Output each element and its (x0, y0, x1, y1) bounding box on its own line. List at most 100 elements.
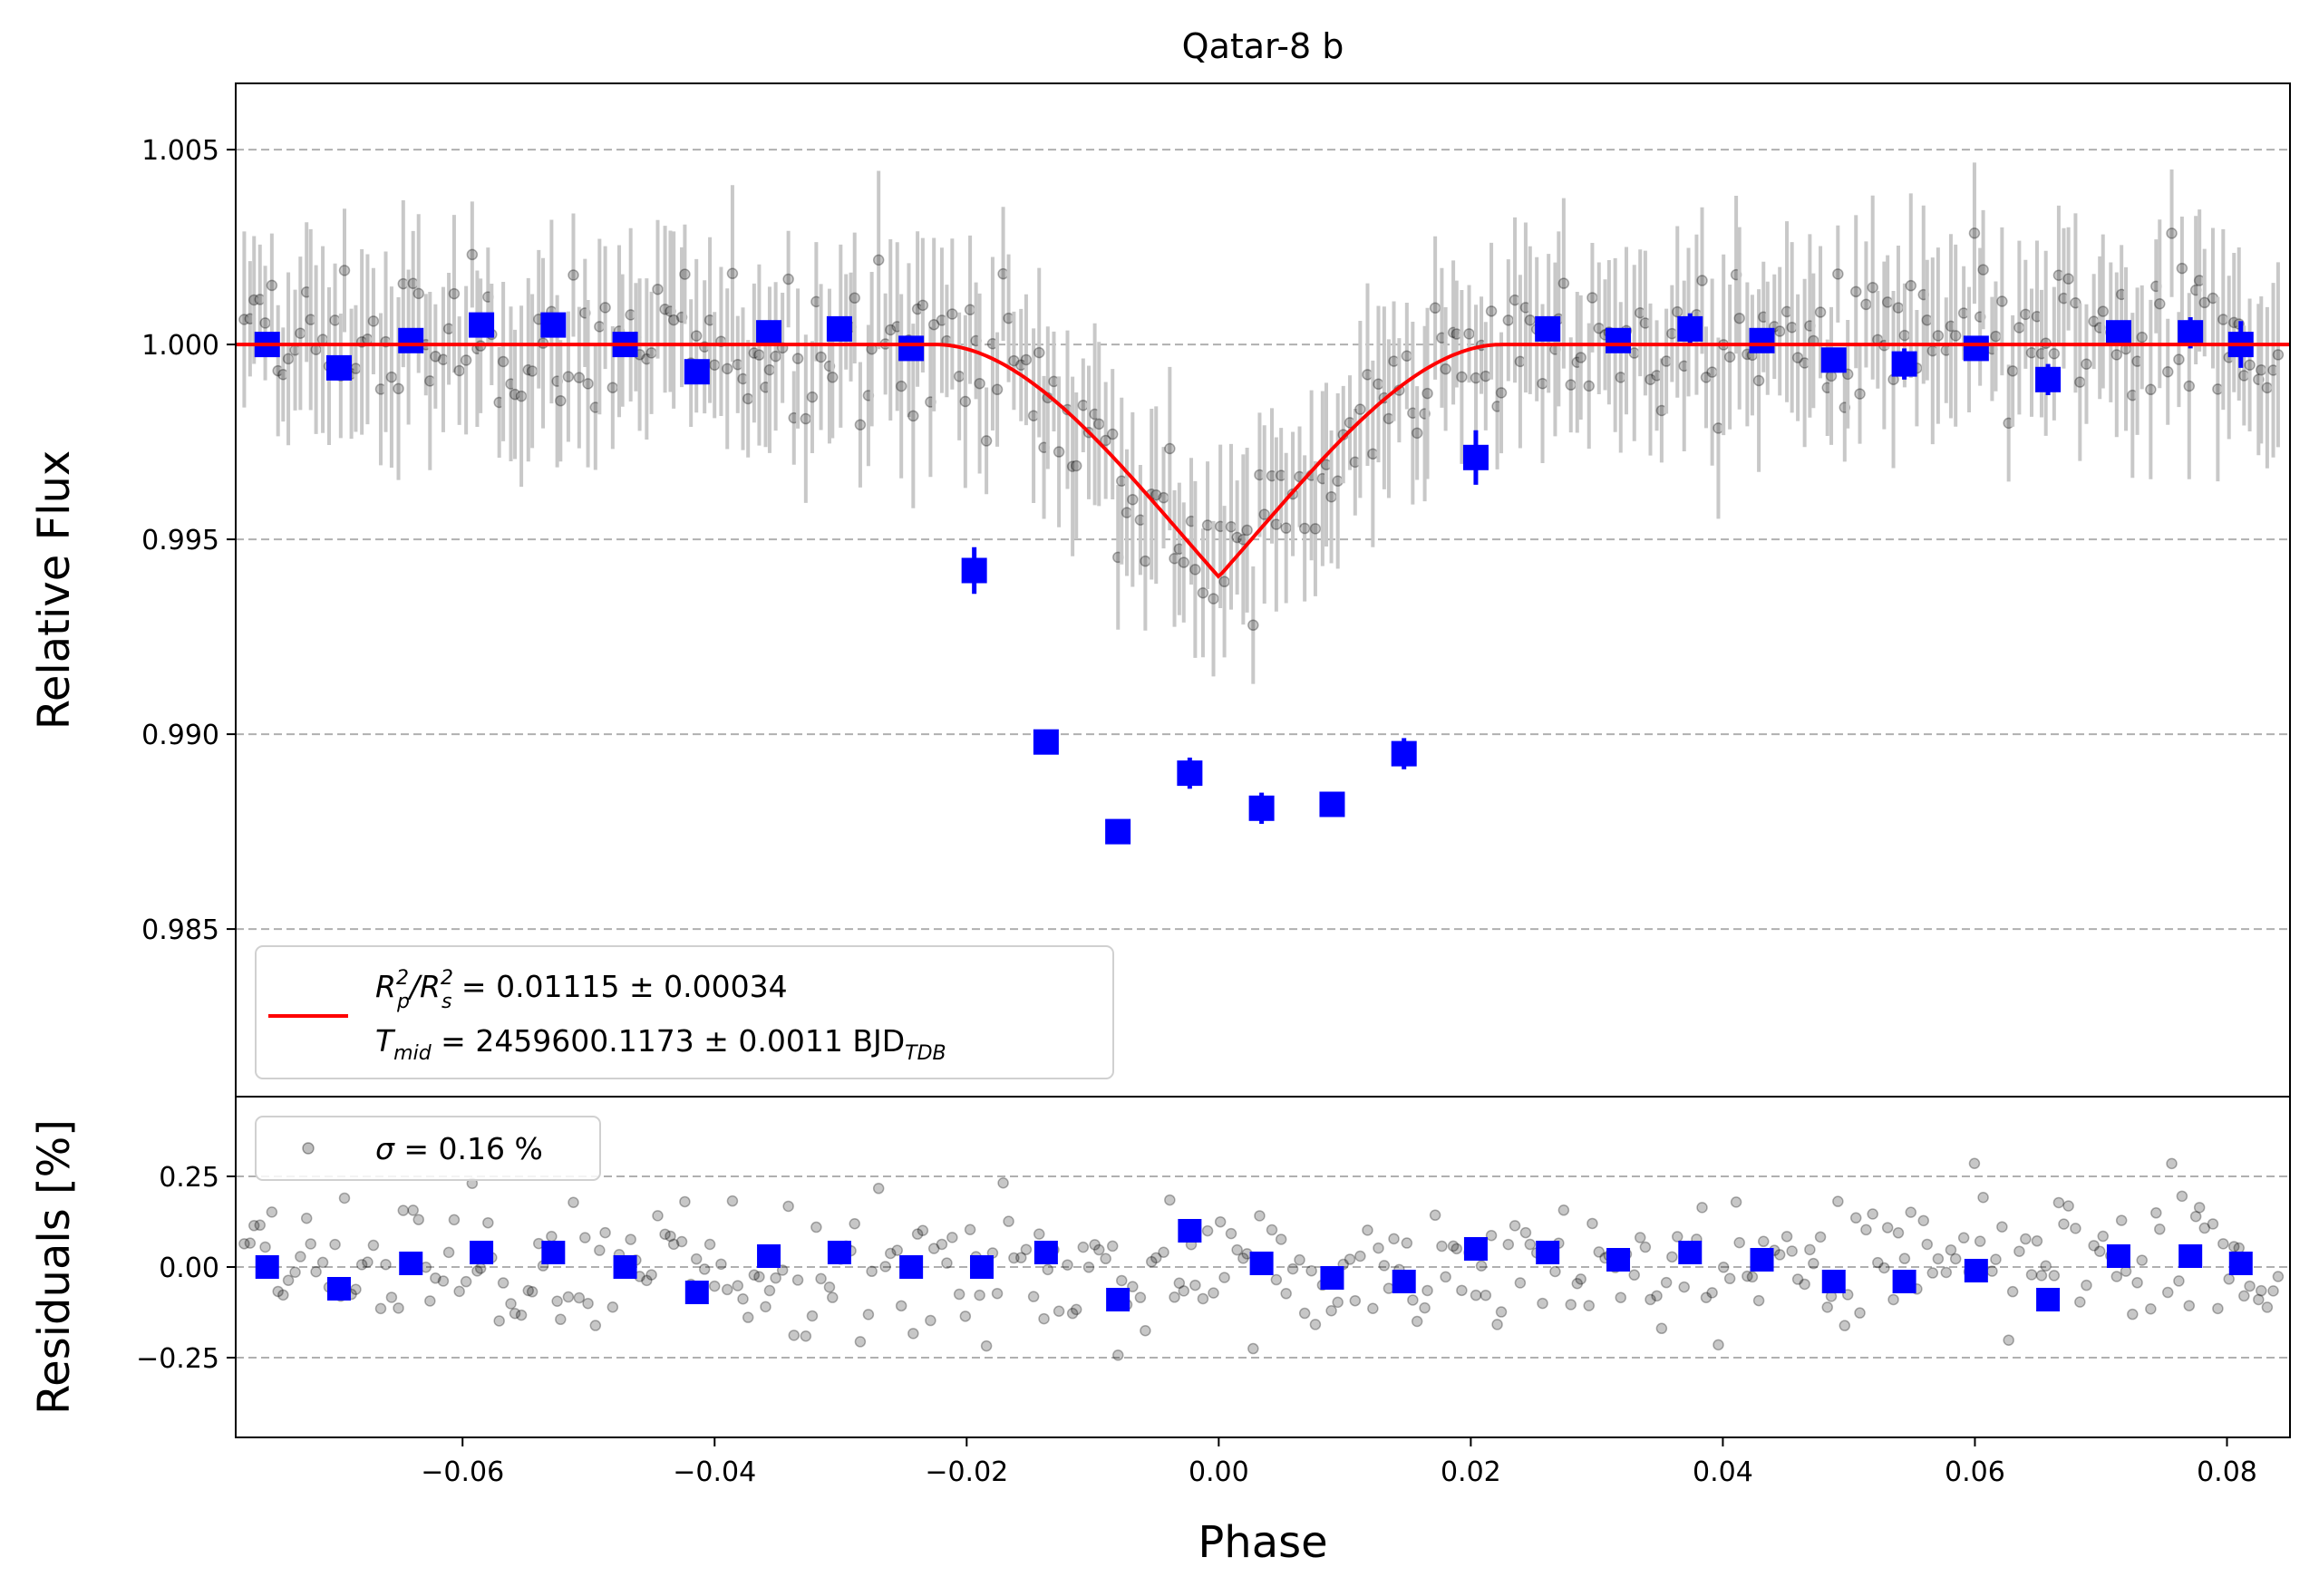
raw-point (2097, 305, 2109, 317)
raw-point (645, 347, 657, 359)
raw-point (338, 265, 351, 276)
residual-point (1480, 1289, 1492, 1301)
residual-point (2131, 1277, 2143, 1289)
raw-point (266, 279, 278, 292)
residual-point (430, 1272, 441, 1284)
raw-point (594, 321, 606, 333)
residual-point (1003, 1215, 1014, 1227)
raw-point (1106, 428, 1119, 440)
residual-point (2189, 1210, 2202, 1223)
raw-point (497, 355, 509, 368)
raw-point (1270, 518, 1283, 530)
residual-point (2183, 1300, 2196, 1311)
raw-point (1140, 555, 1151, 567)
residual-point (1150, 1252, 1162, 1264)
raw-point (1411, 427, 1423, 440)
residual-point (362, 1256, 374, 1268)
residual-point (1949, 1253, 1962, 1265)
top-y-axis-label: Relative Flux (29, 450, 80, 730)
residual-point (1773, 1249, 1786, 1261)
raw-point (385, 371, 398, 383)
raw-point (2006, 365, 2019, 377)
residual-point (1164, 1194, 1176, 1206)
binned-residual-point (2036, 1288, 2061, 1311)
residual-point (1717, 1262, 1730, 1273)
binned-residual-point (399, 1252, 423, 1275)
residual-point (1905, 1206, 1917, 1218)
raw-point (1258, 508, 1270, 520)
residual-point (1821, 1301, 1833, 1313)
binned-point (2035, 366, 2062, 392)
residual-point (254, 1219, 267, 1232)
legend-sigma-entry: σ = 0.16 % (375, 1131, 543, 1166)
raw-point (763, 363, 776, 376)
raw-point (1921, 314, 1934, 326)
raw-point (1201, 519, 1214, 531)
raw-point (1373, 378, 1384, 391)
residual-point (1447, 1240, 1460, 1253)
residual-point (1116, 1274, 1128, 1287)
residual-point (997, 1177, 1009, 1189)
residual-point (471, 1265, 483, 1277)
raw-point (2261, 382, 2274, 394)
residual-point (854, 1336, 867, 1348)
raw-point (259, 317, 271, 329)
raw-point (1854, 388, 1866, 400)
residual-point (1367, 1302, 1379, 1314)
raw-point (2081, 358, 2092, 371)
residual-point (1872, 1256, 1884, 1269)
residual-point (2115, 1214, 2128, 1226)
residual-point (1470, 1289, 1482, 1301)
residual-point (946, 1232, 958, 1243)
binned-point (684, 359, 710, 385)
residual-point (1651, 1290, 1663, 1302)
residual-point (1407, 1294, 1419, 1306)
residual-point (1440, 1271, 1451, 1283)
raw-point (815, 351, 827, 363)
binned-point (898, 335, 925, 362)
residual-point (424, 1295, 436, 1307)
raw-point (573, 372, 586, 383)
raw-point (1949, 330, 1962, 342)
raw-point (806, 391, 819, 403)
residual-point (974, 1289, 985, 1301)
residual-point (1082, 1262, 1095, 1273)
residual-point (1169, 1291, 1180, 1303)
residual-point (2272, 1271, 2285, 1282)
residual-point (2253, 1293, 2265, 1306)
residual-point (1033, 1228, 1045, 1240)
raw-point (2154, 298, 2166, 310)
bottom-binned-points (255, 1219, 2253, 1311)
residual-point (1921, 1238, 1934, 1251)
residual-point (1378, 1260, 1391, 1272)
raw-point (2161, 365, 2174, 378)
raw-point (1660, 355, 1673, 367)
residual-point (1197, 1292, 1209, 1305)
residual-point (1917, 1214, 1930, 1227)
residual-point (679, 1195, 691, 1208)
residual-point (247, 1220, 260, 1232)
residual-point (599, 1226, 611, 1239)
residual-point (715, 1258, 727, 1271)
residual-point (1247, 1342, 1259, 1355)
binned-residual-point (1463, 1237, 1488, 1261)
raw-point (991, 383, 1004, 396)
residual-point (497, 1277, 509, 1289)
residual-point (1127, 1281, 1139, 1292)
residual-point (953, 1288, 965, 1301)
residual-point (1362, 1224, 1373, 1236)
residual-point (2040, 1260, 2052, 1272)
binned-residual-point (326, 1277, 351, 1301)
residual-point (2261, 1301, 2274, 1313)
residual-point (1225, 1227, 1237, 1240)
residual-point (1158, 1246, 1169, 1259)
residual-point (474, 1262, 487, 1274)
residual-point (1173, 1277, 1186, 1290)
raw-point (679, 268, 691, 280)
residual-point (1832, 1195, 1844, 1207)
residual-point (594, 1244, 606, 1256)
raw-point (1093, 418, 1105, 430)
raw-point (1456, 371, 1468, 383)
residual-point (1298, 1307, 1311, 1320)
raw-point (2238, 370, 2250, 382)
